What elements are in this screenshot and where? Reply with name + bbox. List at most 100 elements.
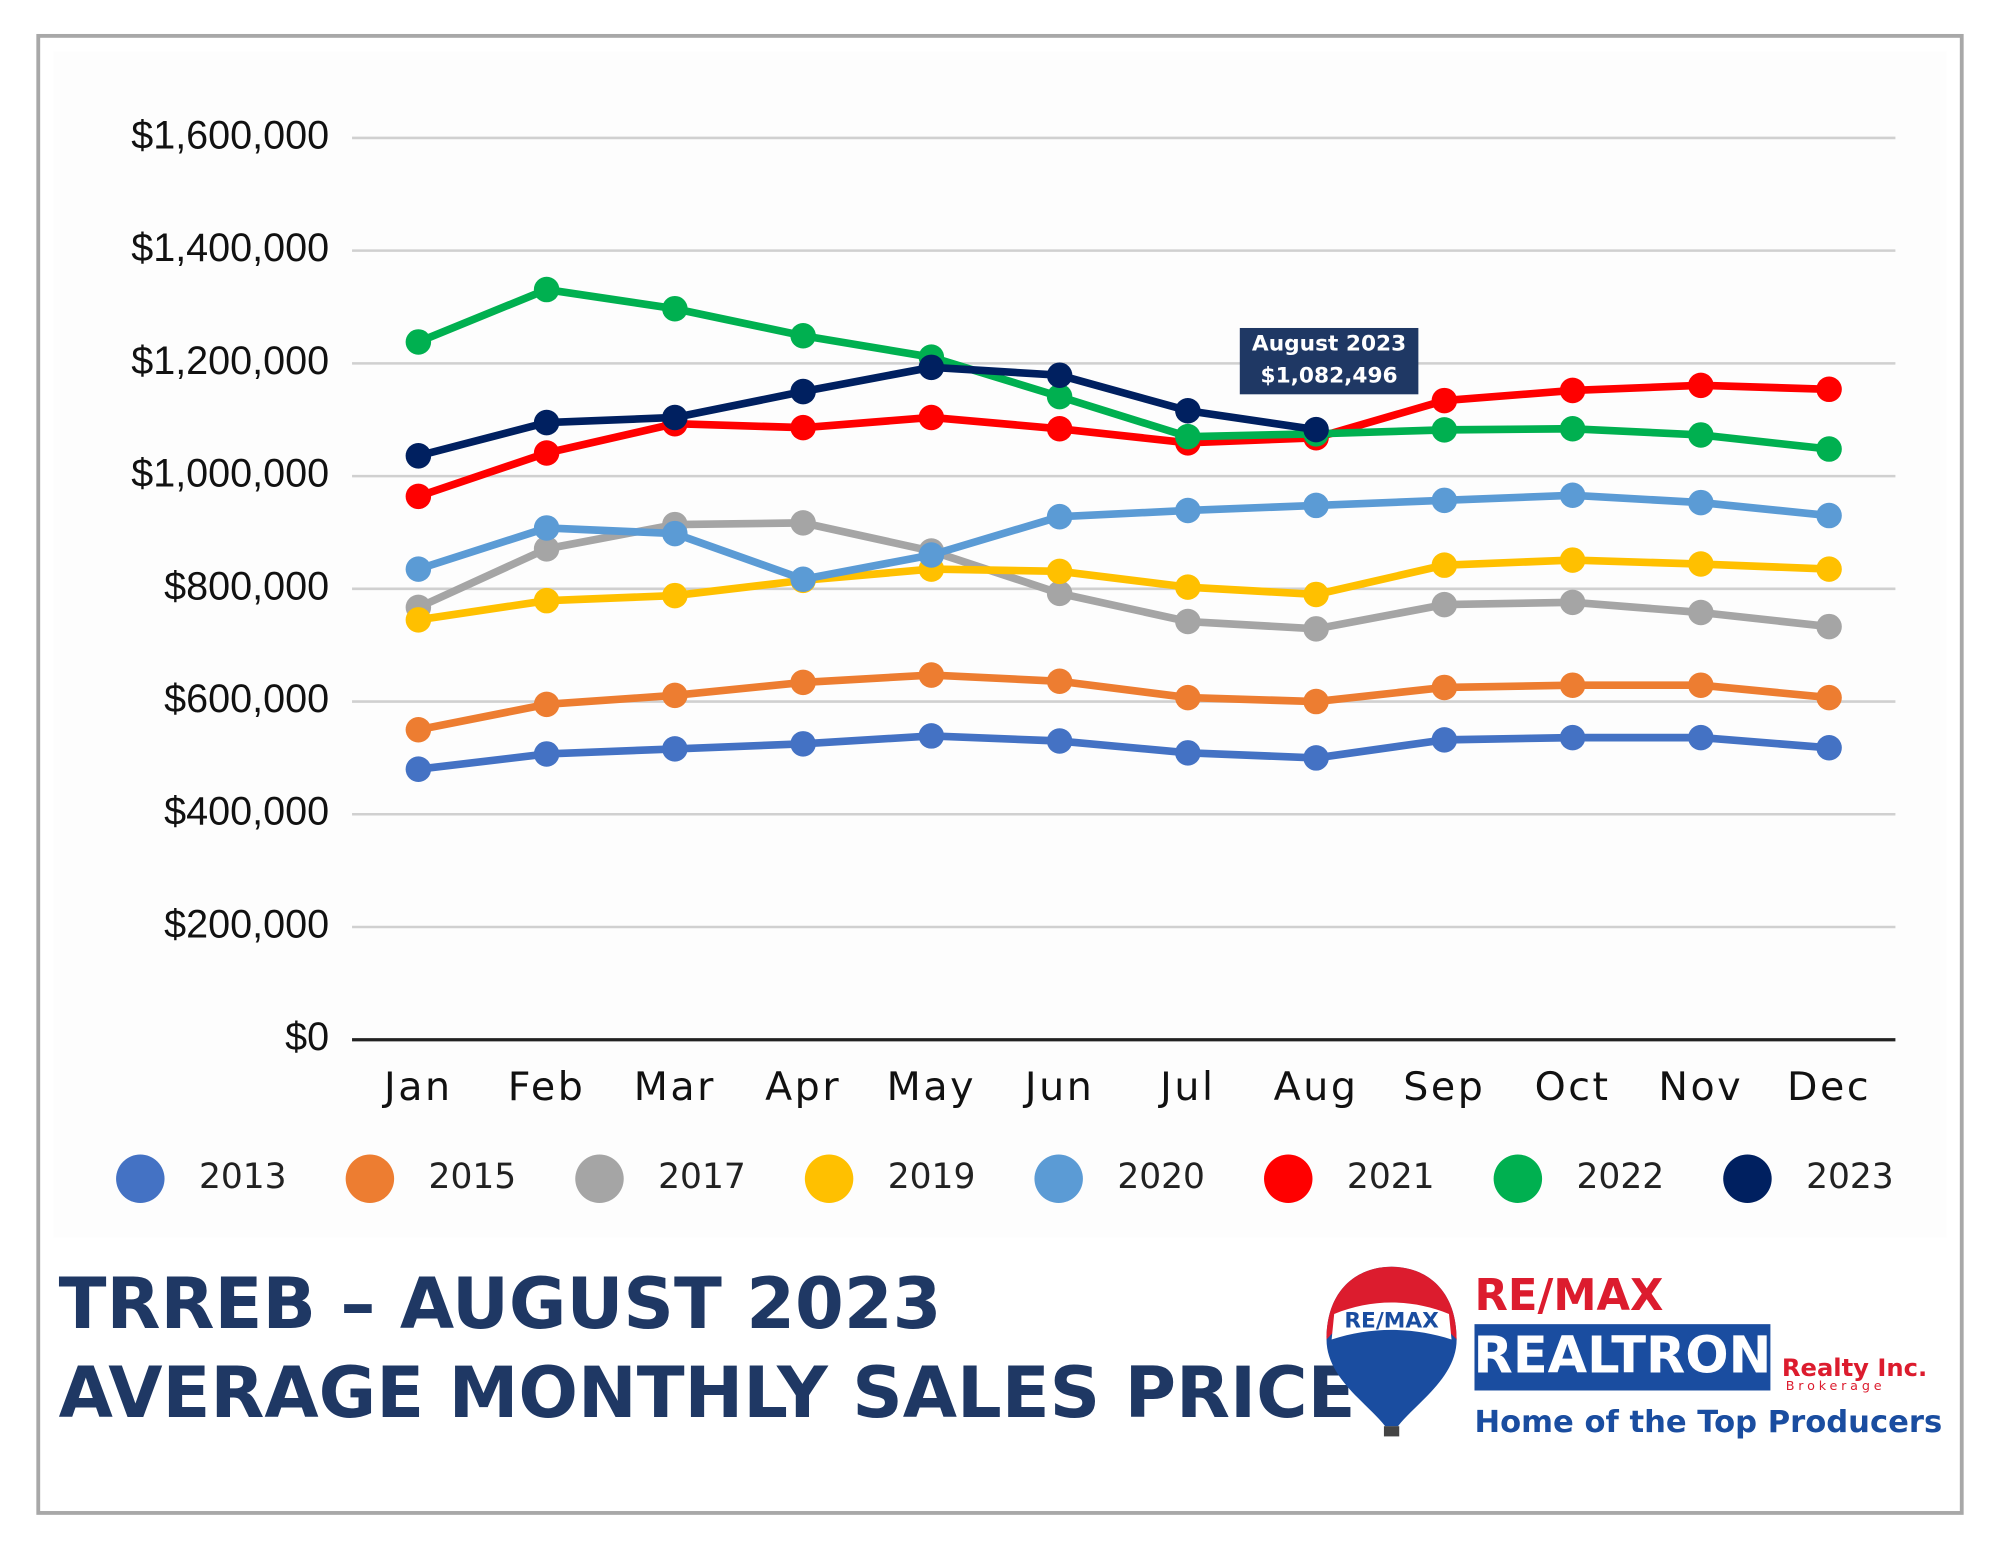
x-tick-label: Oct bbox=[1535, 1064, 1611, 1110]
data-point bbox=[662, 295, 688, 322]
legend-label: 2013 bbox=[199, 1157, 287, 1197]
data-point bbox=[1559, 589, 1586, 616]
data-point bbox=[1046, 362, 1073, 388]
data-point bbox=[1559, 547, 1586, 573]
name-box bbox=[1474, 1324, 1771, 1391]
data-point bbox=[918, 404, 945, 431]
data-point bbox=[533, 409, 560, 436]
data-point bbox=[1431, 727, 1458, 753]
y-tick-label: $0 bbox=[285, 1015, 329, 1059]
data-point bbox=[1303, 616, 1329, 642]
x-tick-label: May bbox=[887, 1064, 976, 1110]
x-tick-label: Aug bbox=[1274, 1064, 1359, 1110]
data-point bbox=[1303, 688, 1329, 715]
y-tick-label: $800,000 bbox=[164, 564, 329, 608]
plot: $0 $200,000 $400,000 $600,000 $800,000 $1,000… bbox=[116, 113, 1896, 1203]
data-point bbox=[1431, 674, 1458, 701]
data-point bbox=[1559, 416, 1586, 442]
data-point bbox=[405, 483, 432, 510]
data-point bbox=[1175, 608, 1201, 635]
series-line bbox=[417, 671, 1830, 734]
annotation-box bbox=[1239, 327, 1419, 395]
data-point bbox=[918, 723, 945, 749]
data-point bbox=[1559, 482, 1586, 509]
y-tick-label: $1,600,000 bbox=[131, 113, 329, 157]
x-tick-label: Jun bbox=[1022, 1064, 1094, 1110]
legend-label: 2015 bbox=[429, 1157, 517, 1197]
data-point bbox=[790, 323, 816, 349]
legend-swatch bbox=[345, 1154, 395, 1203]
data-point bbox=[662, 404, 688, 431]
data-point bbox=[1559, 724, 1586, 751]
y-tick-label: $200,000 bbox=[164, 902, 329, 946]
data-point bbox=[1175, 397, 1201, 424]
data-point bbox=[790, 510, 816, 536]
data-point bbox=[1688, 489, 1714, 516]
x-tick-label: Apr bbox=[765, 1064, 841, 1110]
data-point bbox=[662, 520, 688, 547]
data-point bbox=[1046, 503, 1073, 530]
data-point bbox=[1688, 724, 1714, 751]
data-point bbox=[662, 582, 688, 609]
logo: RE/MAX RE/MAX REALTRON Realty Inc. Broke… bbox=[1326, 1266, 1942, 1440]
annotation: August 2023 $1,082,496 bbox=[1239, 327, 1419, 395]
legend-swatch bbox=[804, 1154, 854, 1203]
y-tick-label: $600,000 bbox=[164, 677, 329, 721]
data-point bbox=[1431, 591, 1458, 618]
x-tick-label: Jul bbox=[1157, 1064, 1215, 1110]
x-tick-label: Mar bbox=[634, 1064, 716, 1110]
basket bbox=[1383, 1426, 1400, 1437]
chart-panel bbox=[53, 51, 1947, 1238]
series-line bbox=[417, 363, 1317, 460]
data-point bbox=[1431, 387, 1458, 414]
data-point bbox=[533, 515, 560, 541]
data-point bbox=[790, 669, 816, 696]
data-point bbox=[405, 756, 432, 782]
data-point bbox=[1431, 417, 1458, 443]
data-point bbox=[1175, 574, 1201, 600]
data-point bbox=[790, 414, 816, 441]
data-point bbox=[1175, 423, 1201, 450]
data-point bbox=[1175, 740, 1201, 766]
data-point bbox=[1816, 502, 1842, 529]
data-point bbox=[1816, 735, 1842, 761]
data-point bbox=[405, 716, 432, 743]
legend-swatch bbox=[1493, 1154, 1543, 1203]
y-tick-label: $1,400,000 bbox=[131, 226, 329, 270]
data-point bbox=[1046, 558, 1073, 585]
data-point bbox=[1688, 372, 1714, 399]
legend-swatch bbox=[116, 1154, 165, 1203]
data-point bbox=[1303, 745, 1329, 771]
data-point bbox=[405, 443, 432, 469]
data-point bbox=[1816, 684, 1842, 711]
legend-label: 2019 bbox=[888, 1157, 976, 1197]
data-point bbox=[405, 607, 432, 633]
data-point bbox=[1303, 416, 1329, 443]
series-line bbox=[416, 285, 1830, 453]
series-line bbox=[416, 519, 1830, 633]
legend-label: 2020 bbox=[1117, 1157, 1205, 1197]
data-point bbox=[1816, 613, 1842, 640]
data-point bbox=[533, 587, 560, 614]
data-point bbox=[1431, 487, 1458, 514]
data-point bbox=[533, 536, 560, 562]
data-point bbox=[1303, 581, 1329, 608]
x-tick-label: Sep bbox=[1403, 1064, 1485, 1110]
x-tick-label: Jan bbox=[381, 1064, 453, 1110]
footer-title: AVERAGE MONTHLY SALES PRICE bbox=[59, 1352, 1356, 1434]
data-point bbox=[1046, 580, 1073, 607]
legend-swatch bbox=[575, 1154, 624, 1203]
legend-swatch bbox=[1034, 1154, 1083, 1203]
x-tick-label: Nov bbox=[1658, 1064, 1743, 1110]
data-point bbox=[1046, 383, 1073, 410]
series-line bbox=[417, 556, 1830, 624]
data-point bbox=[1688, 599, 1714, 626]
data-point bbox=[1303, 492, 1329, 519]
data-point bbox=[533, 276, 560, 303]
balloon-band bbox=[1331, 1302, 1452, 1340]
data-point bbox=[1816, 556, 1842, 582]
data-point bbox=[1046, 416, 1073, 442]
series-line bbox=[417, 381, 1830, 501]
series-line bbox=[417, 491, 1830, 584]
legend-label: 2022 bbox=[1577, 1157, 1665, 1197]
